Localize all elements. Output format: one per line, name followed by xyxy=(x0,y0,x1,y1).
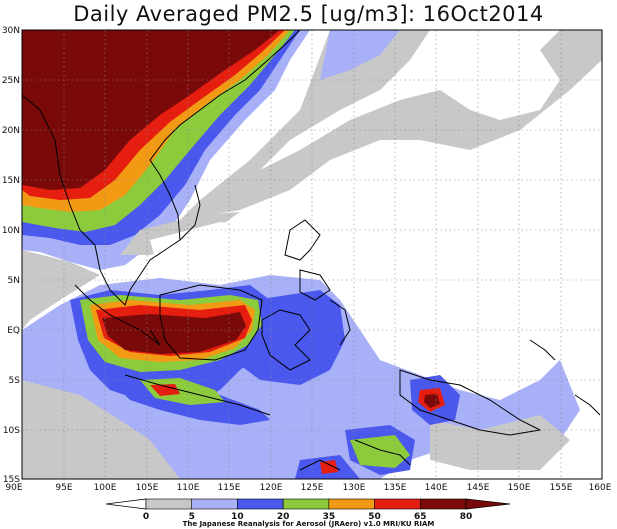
colorbar-cell xyxy=(374,498,421,510)
footer-credit: The Japanese Reanalysis for Aerosol (JRA… xyxy=(182,520,435,528)
colorbar-label: 5 xyxy=(189,512,195,522)
field-10-20-ne xyxy=(180,30,602,220)
colorbar-label: 50 xyxy=(368,512,381,522)
colorbar-cell xyxy=(419,498,467,510)
colorbar-label: 80 xyxy=(460,512,473,522)
lon-label: 145E xyxy=(467,483,490,493)
coastlines xyxy=(22,30,601,471)
lon-label: 115E xyxy=(218,483,241,493)
lon-label: 140E xyxy=(425,483,448,493)
field-gt80-north xyxy=(22,30,280,190)
colorbar-label: 35 xyxy=(323,512,336,522)
lon-label: 90E xyxy=(5,483,22,493)
colorbar-cell xyxy=(237,498,284,510)
colorbar-label: 10 xyxy=(231,512,244,522)
lat-label: EQ xyxy=(7,326,20,336)
lon-label: 105E xyxy=(136,483,159,493)
lat-label: 10S xyxy=(3,426,20,436)
field-gray-east xyxy=(430,415,570,470)
colorbar-label: 0 xyxy=(143,512,149,522)
lat-label: 10N xyxy=(2,226,20,236)
field-65-80-timor xyxy=(320,460,338,474)
lon-label: 100E xyxy=(94,483,117,493)
lon-label: 95E xyxy=(55,483,72,493)
colorbar xyxy=(105,498,511,510)
colorbar-cell xyxy=(282,498,330,510)
field-20-35-mid xyxy=(240,290,345,385)
colorbar-arrow-right xyxy=(465,498,511,510)
field-gt80-borneo xyxy=(102,312,246,354)
lat-label: 25N xyxy=(2,76,20,86)
field-white-middle xyxy=(150,222,250,258)
field-10-20-ne2 xyxy=(320,30,400,80)
lon-label: 155E xyxy=(550,483,573,493)
lon-label: 110E xyxy=(177,483,200,493)
lon-label: 160E xyxy=(589,483,612,493)
colorbar-labels: 0 5 10 20 35 50 65 80 xyxy=(143,512,472,522)
lat-labels: 30N 25N 20N 15N 10N 5N EQ 5S 10S 15S xyxy=(2,26,20,485)
colorbar-label: 20 xyxy=(277,512,290,522)
field-gray-west xyxy=(22,250,100,330)
lon-label: 120E xyxy=(260,483,283,493)
pollution-field xyxy=(22,30,602,479)
lon-label: 135E xyxy=(384,483,407,493)
map-title: Daily Averaged PM2.5 [ug/m3]: 16Oct2014 xyxy=(73,2,544,26)
field-gray-south xyxy=(22,380,180,479)
lat-label: 15N xyxy=(2,176,20,186)
lon-label: 150E xyxy=(508,483,531,493)
lon-labels: 90E 95E 100E 105E 110E 115E 120E 125E 13… xyxy=(5,483,611,493)
lon-label: 130E xyxy=(343,483,366,493)
colorbar-cell xyxy=(328,498,375,510)
plot-frame xyxy=(21,29,603,480)
colorbar-label: 65 xyxy=(414,512,427,522)
field-35-50-timor xyxy=(350,435,410,468)
colorbar-cell xyxy=(145,498,193,510)
colorbar-cell xyxy=(191,498,238,510)
lat-label: 15S xyxy=(3,475,20,485)
colorbar-arrow-left xyxy=(105,498,147,510)
field-65-80-java xyxy=(150,384,180,396)
lon-label: 125E xyxy=(301,483,324,493)
lat-label: 20N xyxy=(2,126,20,136)
lat-label: 5N xyxy=(8,276,20,286)
lat-label: 30N xyxy=(2,26,20,36)
gridlines xyxy=(22,30,602,479)
lat-label: 5S xyxy=(9,376,21,386)
